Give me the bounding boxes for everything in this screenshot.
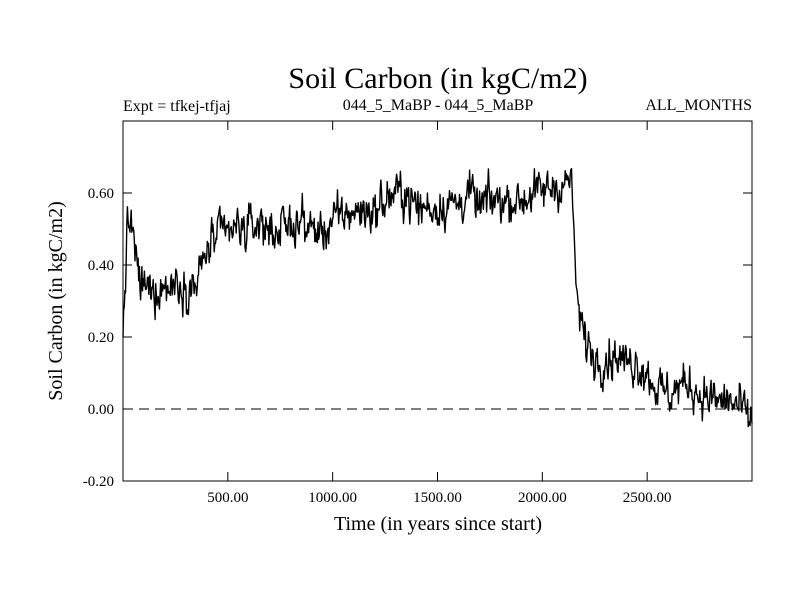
y-tick-label: -0.20 bbox=[83, 474, 114, 490]
x-tick-label: 2500.00 bbox=[623, 490, 672, 506]
x-tick-label: 1000.00 bbox=[308, 490, 357, 506]
chart-subtitle-right: ALL_MONTHS bbox=[645, 97, 752, 114]
plot-frame bbox=[122, 120, 753, 482]
x-tick-label: 500.00 bbox=[207, 490, 248, 506]
y-axis: -0.20 0.00 0.20 0.40 0.60 bbox=[83, 186, 752, 490]
x-tick-label: 1500.00 bbox=[413, 490, 462, 506]
x-axis: 500.00 1000.00 1500.00 2000.00 2500.00 bbox=[207, 121, 672, 506]
y-tick-label: 0.40 bbox=[88, 258, 114, 274]
y-axis-label: Soil Carbon (in kgC/m2) bbox=[45, 201, 67, 400]
y-tick-label: 0.60 bbox=[88, 186, 114, 202]
soil-carbon-series-line bbox=[122, 167, 753, 428]
y-tick-label: 0.20 bbox=[88, 330, 114, 346]
x-tick-label: 2000.00 bbox=[518, 490, 567, 506]
x-axis-label: Time (in years since start) bbox=[334, 513, 542, 535]
y-tick-label: 0.00 bbox=[88, 402, 114, 418]
chart-subtitle-left: Expt = tfkej-tfjaj bbox=[123, 98, 231, 115]
chart-title: Soil Carbon (in kgC/m2) bbox=[288, 62, 587, 95]
chart-subtitle-center: 044_5_MaBP - 044_5_MaBP bbox=[343, 97, 534, 114]
